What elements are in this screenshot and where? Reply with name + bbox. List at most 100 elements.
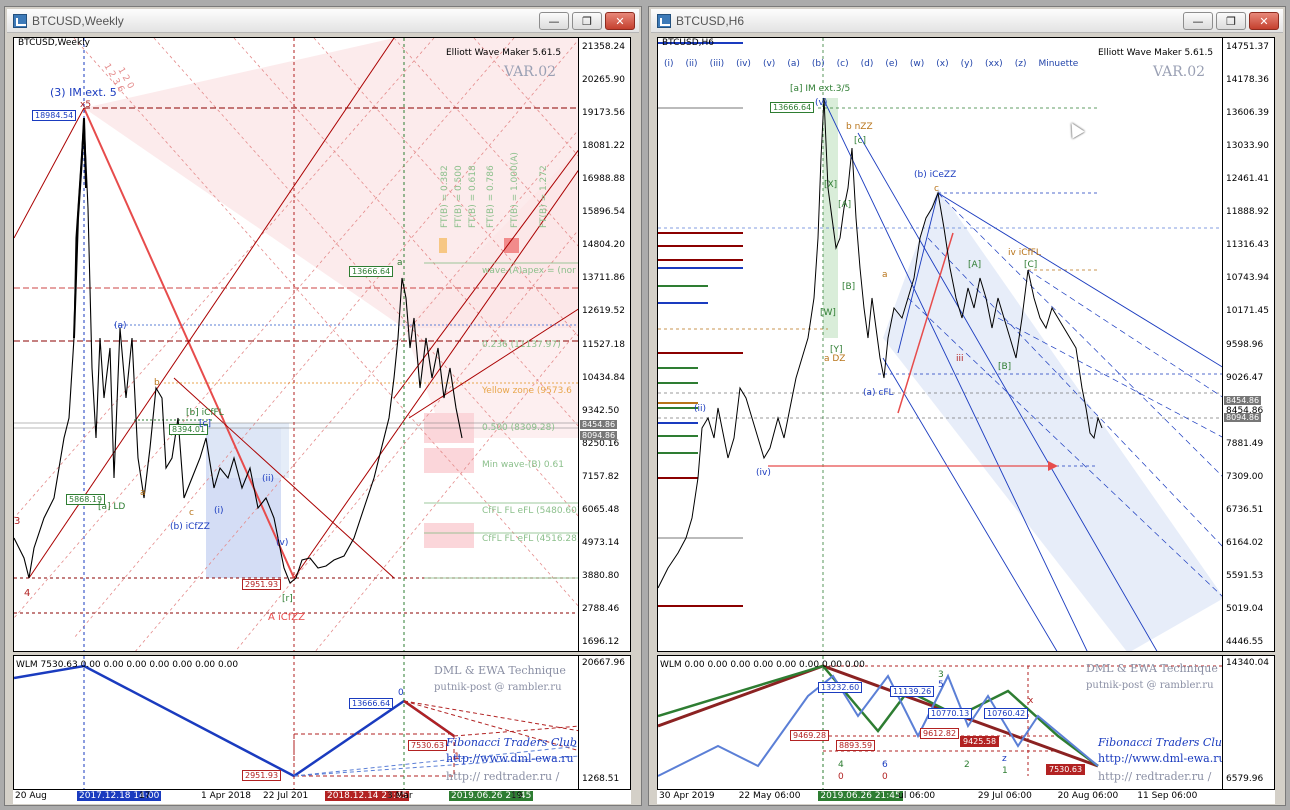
price-tick: 4446.55 [1226,637,1264,647]
price-tick: 11316.43 [1226,240,1269,251]
price-tick: 14178.36 [1226,75,1269,86]
wlm-zero-label: 0 [398,688,404,698]
wlm-box-2: 11139.26 [890,686,935,697]
wave-btn-e[interactable]: (e) [885,59,898,69]
wlm-box-6: 8893.59 [836,740,876,751]
variant-label: VAR.02 [504,64,557,80]
wlm-label: WLM 0.00 0.00 0.00 0.00 0.00 0.00 0.00 0… [660,660,865,670]
h6-chart-window[interactable]: BTCUSD,H6 — ❐ ✕ [648,6,1286,806]
window-titlebar[interactable]: BTCUSD,H6 — ❐ ✕ [651,9,1283,33]
sig-email: putnik-post @ rambler.ru [434,682,562,693]
wave-degree-bar[interactable]: (i) (ii) (iii) (iv) (v) (a) (b) (c) (d) … [664,59,1078,69]
wave-a-top-label: a [397,258,403,268]
ft-label-4: FT(B) = 0.786 [486,165,496,228]
price-badge-1: 8454.86 [580,420,618,429]
wave-a-ld-label: [a] LD [98,502,126,512]
time-tick: 29 Jul 06:00 [977,791,1032,801]
wave-btn-i[interactable]: (i) [664,59,674,69]
wave-acfzz-label: A iCfZZ [268,612,306,623]
price-tick: 5019.04 [1226,603,1264,614]
price-tick: 10434.84 [582,372,625,383]
wlm-box-high: 13666.64 [349,698,394,709]
ft-label-1: FT(B) = 0.382 [440,165,450,228]
wave-3-label: 3 [14,516,21,527]
price-tick: 8250.16 [582,438,620,449]
wlm-box-last: 7530.63 [408,740,448,751]
plot-area[interactable]: BTCUSD,Weekly Elliott Wave Maker 5.61.5 … [14,38,578,651]
price-tick: 4973.14 [582,537,620,548]
wave-ivcffl-label: iv iCfFL [1008,248,1041,258]
price-tick: 3880.80 [582,570,620,581]
wave-iv-label: (iv) [756,468,771,478]
price-axis[interactable]: 14751.37 14178.36 13606.39 13033.90 12461.41… [1222,38,1274,651]
sig-redtrader: http:// redtrader.ru / [446,770,560,783]
wave-btn-y[interactable]: (y) [960,59,974,69]
restore-button[interactable]: ❐ [1216,12,1246,30]
wave-btn-iv[interactable]: (iv) [736,59,751,69]
wave-btn-xx[interactable]: (xx) [985,59,1003,69]
close-button[interactable]: ✕ [605,12,635,30]
minimize-button[interactable]: — [1183,12,1213,30]
wave-b2-bracket-label: [B] [998,362,1012,372]
price-tick: 13033.90 [1226,141,1269,152]
wlm-one-label: 1 [454,752,460,762]
wlm-subchart[interactable]: WLM 0.00 0.00 0.00 0.00 0.00 0.00 0.00 0… [657,655,1275,790]
wlm-drawing [14,656,578,789]
variant-label: VAR.02 [1153,64,1206,80]
wave-btn-x[interactable]: (x) [936,59,949,69]
price-tick: 1696.12 [582,637,620,647]
wave-btn-z[interactable]: (z) [1014,59,1027,69]
chart-drawing [14,38,578,651]
window-titlebar[interactable]: BTCUSD,Weekly — ❐ ✕ [7,9,639,33]
wave-b-icfl-label: [b] iCfFL [186,408,224,418]
price-tick: 12619.52 [582,306,625,317]
wlm-box-5: 9469.28 [790,730,830,741]
wave-btn-c[interactable]: (c) [836,59,849,69]
wave-i-label: (i) [214,506,224,516]
wave-x-bracket-label: [X] [824,180,838,190]
wave-btn-d[interactable]: (d) [860,59,874,69]
wave-btn-w[interactable]: (w) [909,59,925,69]
minimize-button[interactable]: — [539,12,569,30]
chart-icon [13,13,27,28]
price-box-mid: 8394.01 [169,424,209,435]
price-tick: 14804.20 [582,240,625,251]
time-axis[interactable]: 20 Aug 2017.12.18 14:00 17 1 Apr 2018 22 Jul… [13,790,631,804]
price-tick: 9598.96 [1226,339,1264,350]
main-price-chart[interactable]: BTCUSD,Weekly Elliott Wave Maker 5.61.5 … [13,37,631,652]
weekly-chart-window[interactable]: BTCUSD,Weekly — ❐ ✕ [4,6,642,806]
wlm-axis: 14340.04 6579.96 [1222,656,1274,789]
chart-drawing [658,38,1222,651]
price-tick: 12461.41 [1226,174,1269,185]
wave-btn-v[interactable]: (v) [762,59,776,69]
main-price-chart[interactable]: BTCUSD,H6 (i) (ii) (iii) (iv) (v) (a) (b… [657,37,1275,652]
price-tick: 7881.49 [1226,438,1264,449]
wave-r-label: [r] [282,594,293,604]
close-button[interactable]: ✕ [1249,12,1279,30]
wave-ii-label: (ii) [262,474,275,484]
wave-a-small-label: a [140,488,146,498]
restore-button[interactable]: ❐ [572,12,602,30]
plot-area[interactable]: BTCUSD,H6 (i) (ii) (iii) (iv) (v) (a) (b… [658,38,1222,651]
sig-ftc: Fibonacci Traders Club [1098,736,1222,749]
wave-a-small-label: a [882,270,888,280]
time-tick: 1 Apr 2018 [201,791,251,801]
price-tick: 10171.45 [1226,306,1269,317]
wave-btn-a[interactable]: (a) [787,59,800,69]
price-axis[interactable]: 21358.24 20265.90 19173.56 18081.22 16988.88… [578,38,630,651]
time-tick: 3 Mar [387,791,413,801]
wlm-subchart[interactable]: WLM 7530.63 0.00 0.00 0.00 0.00 0.00 0.0… [13,655,631,790]
price-tick: 14751.37 [1226,42,1269,52]
wave-btn-b[interactable]: (b) [811,59,825,69]
sig-url: http://www.dml-ewa.ru [446,752,574,765]
price-badge-2: 8094.86 [580,431,618,440]
time-tick: 17 [139,791,151,801]
wave-degree-label[interactable]: Minuette [1038,59,1079,69]
wlm-box-3: 10770.13 [928,708,973,719]
wave-btn-iii[interactable]: (iii) [709,59,725,69]
wave-c-small-label: c [934,184,939,194]
wave-btn-ii[interactable]: (ii) [685,59,698,69]
sig-email: putnik-post @ rambler.ru [1086,680,1214,691]
time-axis[interactable]: 30 Apr 2019 22 May 06:00 2019.06.26 21:45 u… [657,790,1275,804]
wlm-drawing [658,656,1222,789]
